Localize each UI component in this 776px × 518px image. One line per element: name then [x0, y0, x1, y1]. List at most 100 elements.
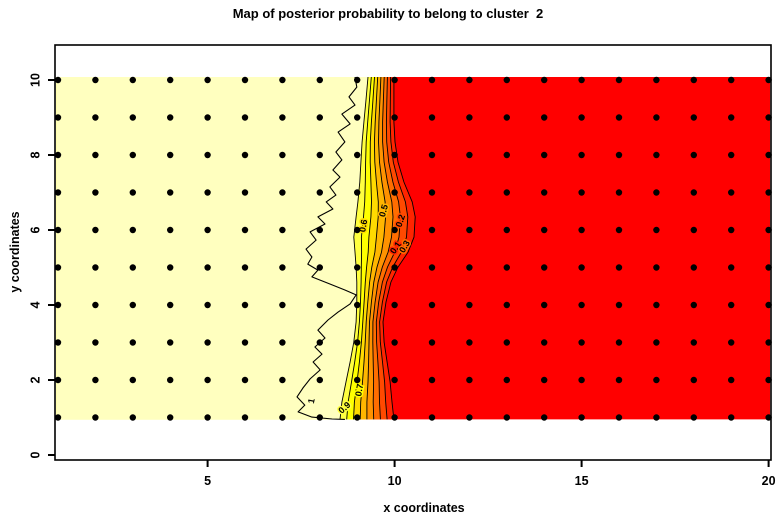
- data-point: [129, 301, 136, 309]
- data-point: [503, 339, 510, 346]
- data-point: [204, 376, 211, 384]
- data-point: [578, 376, 585, 384]
- data-point: [653, 226, 660, 234]
- y-tick-label: 2: [28, 376, 42, 383]
- data-point: [466, 414, 473, 421]
- data-point: [316, 151, 323, 159]
- data-point: [354, 376, 361, 384]
- data-point: [728, 76, 735, 84]
- data-point: [279, 376, 286, 384]
- data-point: [578, 76, 585, 84]
- data-point: [129, 189, 136, 196]
- data-point: [615, 76, 623, 84]
- data-point: [466, 114, 473, 121]
- data-point: [129, 76, 136, 84]
- data-point: [279, 301, 286, 309]
- data-point: [54, 114, 62, 121]
- data-point: [615, 114, 623, 121]
- data-point: [765, 339, 772, 346]
- contour-line-0.5: [366, 76, 387, 420]
- data-point: [466, 301, 473, 309]
- data-point: [578, 301, 585, 309]
- data-point: [204, 339, 211, 346]
- data-point: [391, 339, 398, 346]
- data-point: [391, 226, 398, 234]
- data-point: [728, 414, 735, 421]
- data-point: [354, 76, 361, 84]
- data-point: [765, 151, 772, 159]
- contour-label-1: 1: [306, 397, 317, 404]
- data-point: [204, 114, 211, 121]
- data-point: [728, 301, 735, 309]
- data-point: [167, 151, 174, 159]
- data-point: [316, 76, 323, 84]
- contour-line-0.1: [382, 77, 416, 420]
- data-point: [690, 151, 697, 159]
- data-point: [54, 76, 62, 84]
- data-point: [167, 376, 174, 384]
- data-point: [466, 226, 473, 234]
- data-point: [503, 376, 510, 384]
- data-point: [541, 414, 548, 421]
- data-point: [92, 414, 99, 421]
- data-point: [204, 76, 211, 84]
- data-point: [316, 189, 323, 196]
- x-axis-label: x coordinates: [383, 501, 465, 515]
- data-point: [428, 76, 436, 84]
- data-point: [503, 414, 510, 421]
- data-point: [428, 414, 436, 421]
- data-point: [578, 189, 585, 196]
- data-point: [690, 226, 697, 234]
- data-point: [391, 114, 398, 121]
- data-point: [354, 151, 361, 159]
- data-point: [690, 301, 697, 309]
- data-point: [204, 151, 211, 159]
- plot-box: [54, 44, 772, 461]
- y-tick-label: 6: [28, 226, 42, 233]
- data-point: [241, 114, 249, 121]
- data-point: [354, 339, 361, 346]
- data-point: [391, 376, 398, 384]
- data-point: [503, 301, 510, 309]
- data-point: [391, 264, 398, 271]
- data-point: [167, 339, 174, 346]
- data-point: [541, 226, 548, 234]
- data-point: [466, 151, 473, 159]
- data-point: [391, 151, 398, 159]
- data-point: [690, 414, 697, 421]
- data-point: [279, 114, 286, 121]
- data-point: [391, 76, 398, 84]
- data-point: [428, 376, 436, 384]
- data-point: [428, 264, 436, 271]
- data-point: [54, 414, 62, 421]
- data-point: [54, 301, 62, 309]
- data-point: [241, 414, 249, 421]
- data-point: [578, 226, 585, 234]
- data-point: [541, 76, 548, 84]
- x-tick-label: 20: [762, 474, 776, 488]
- x-tick-label: 15: [575, 474, 589, 488]
- data-point: [92, 301, 99, 309]
- data-point: [765, 114, 772, 121]
- contour-line-level-1: [296, 76, 358, 420]
- color-band-0.9: [56, 77, 368, 420]
- data-point: [354, 114, 361, 121]
- data-point: [428, 114, 436, 121]
- data-point: [354, 189, 361, 196]
- data-point: [92, 226, 99, 234]
- data-point: [92, 264, 99, 271]
- data-point: [653, 114, 660, 121]
- data-point: [690, 376, 697, 384]
- data-point: [167, 414, 174, 421]
- data-point: [541, 264, 548, 271]
- data-point: [129, 339, 136, 346]
- data-point: [653, 376, 660, 384]
- data-point: [728, 189, 735, 196]
- data-point: [728, 339, 735, 346]
- data-point: [428, 189, 436, 196]
- data-point: [428, 301, 436, 309]
- data-point: [54, 339, 62, 346]
- data-point: [279, 151, 286, 159]
- data-point: [279, 264, 286, 271]
- data-point: [92, 76, 99, 84]
